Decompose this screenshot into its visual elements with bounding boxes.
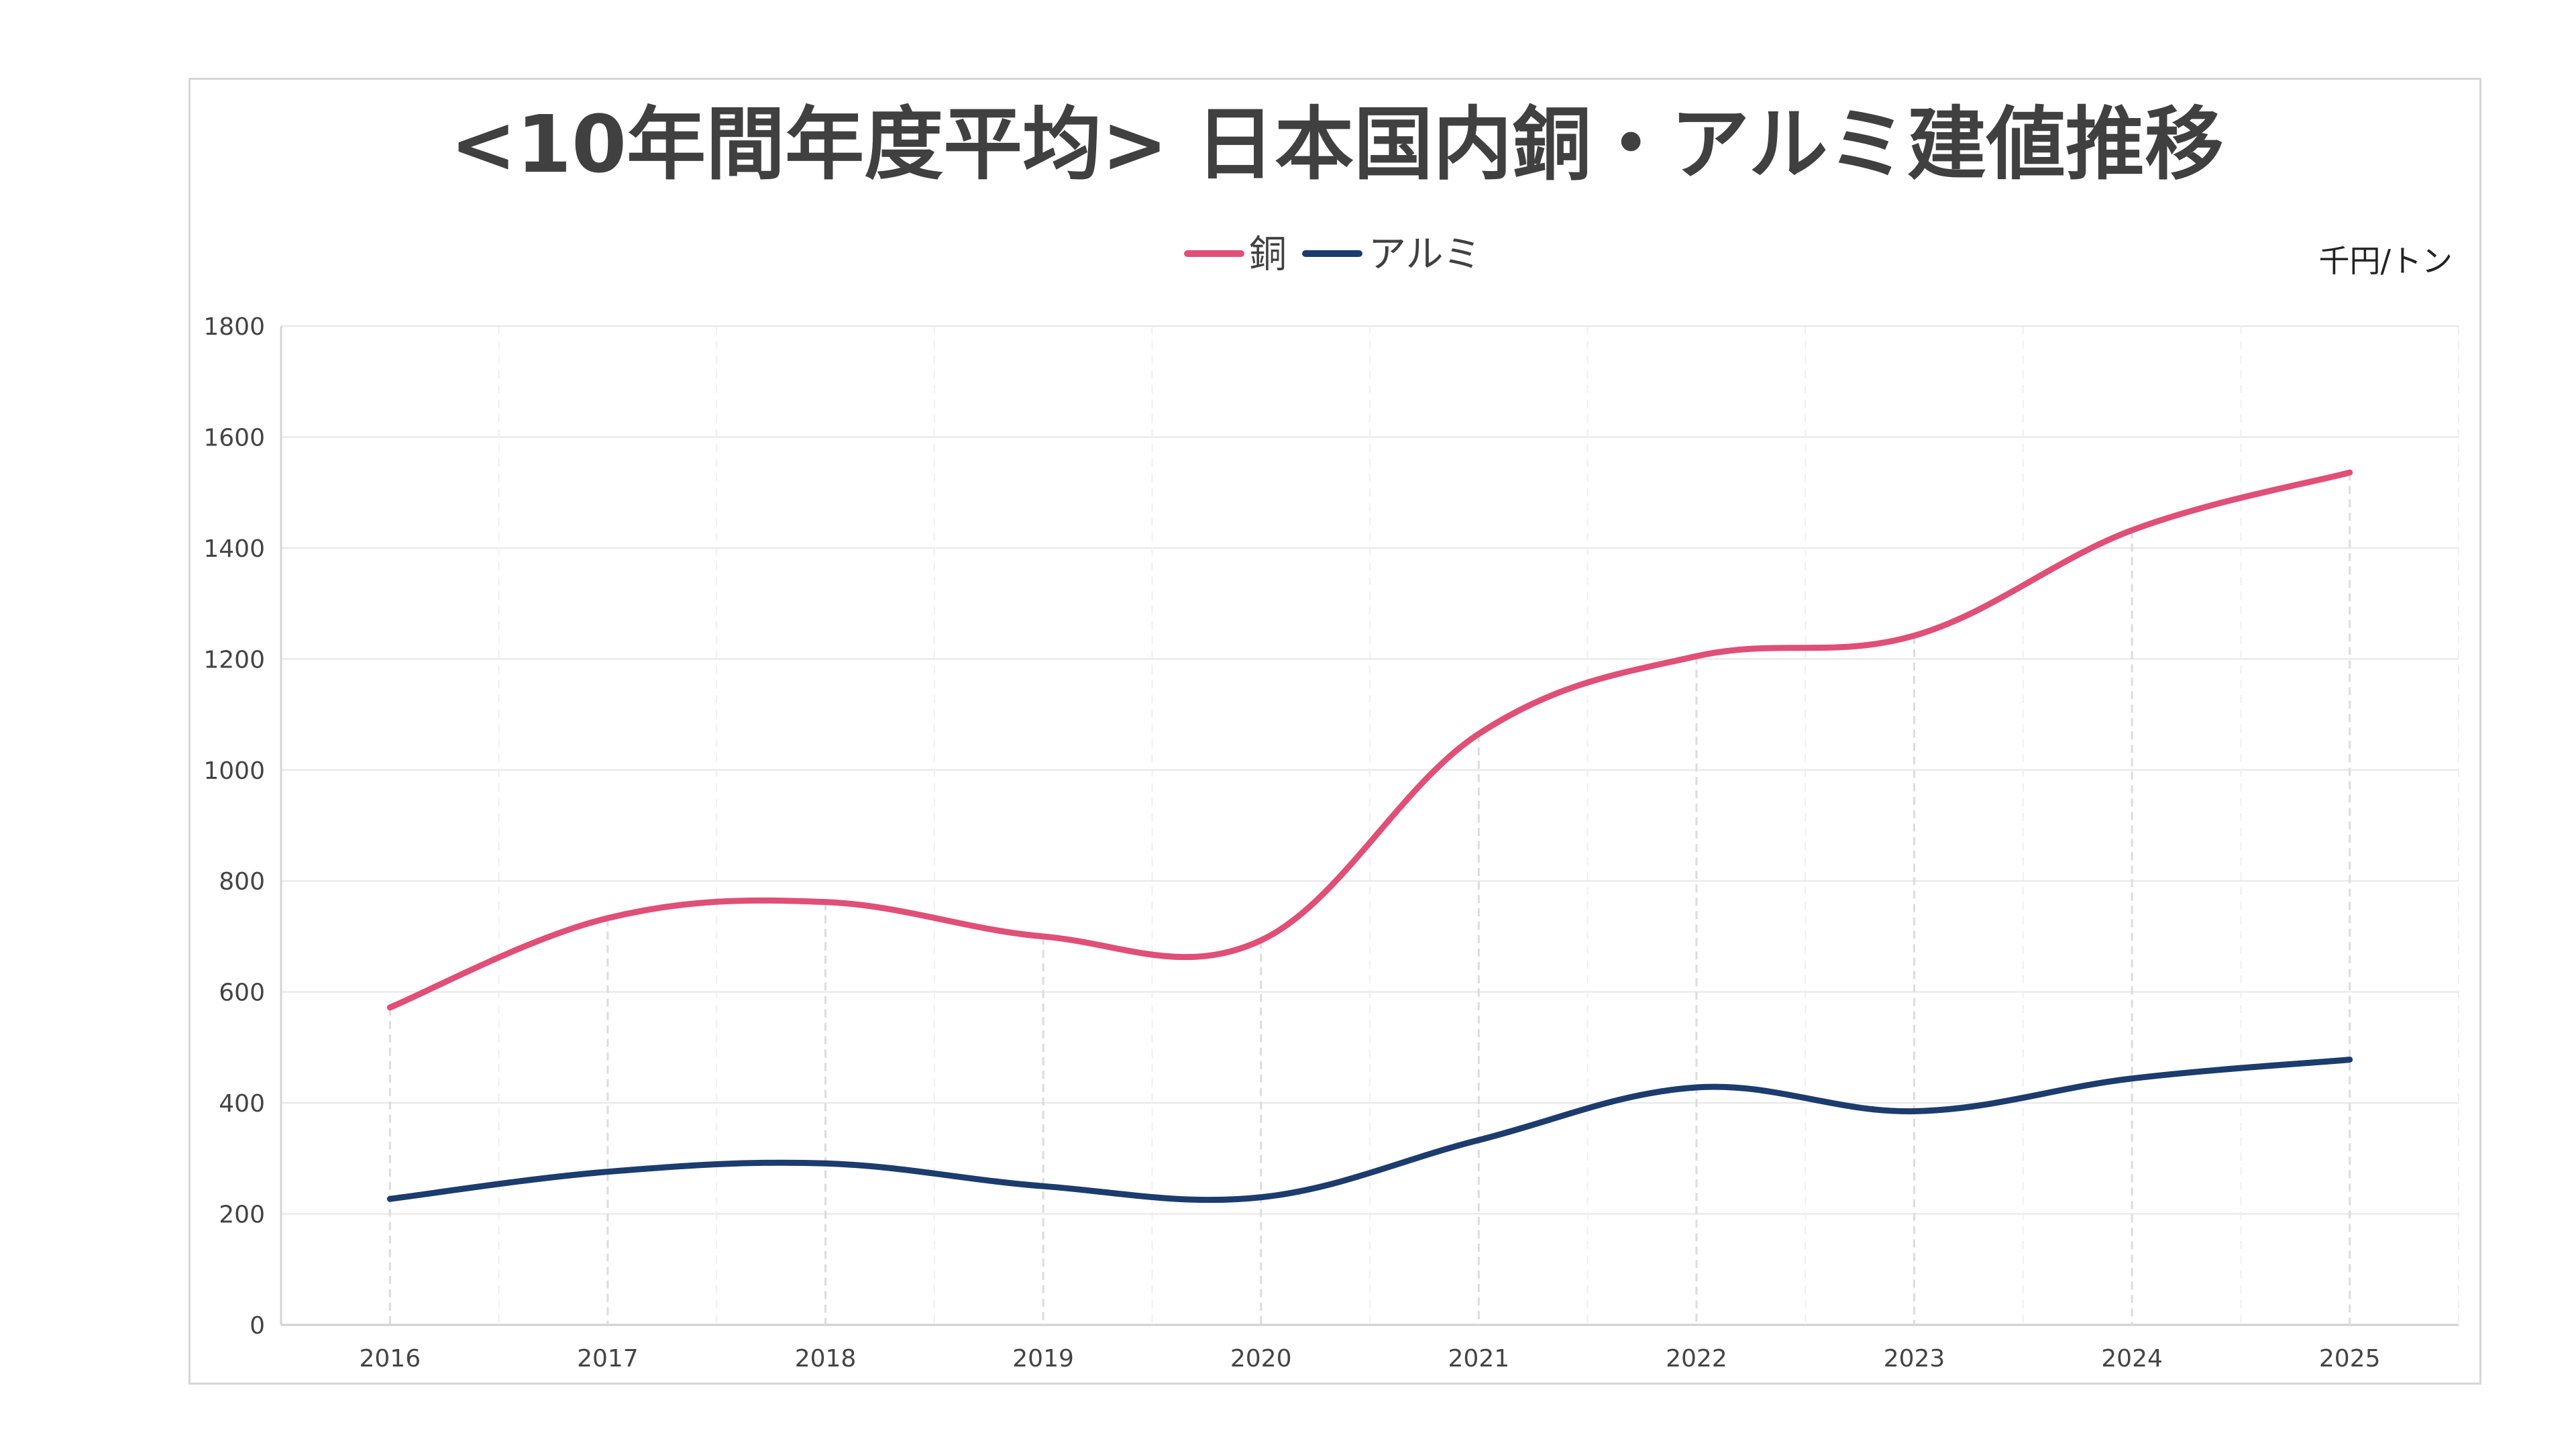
data-point[interactable] <box>1911 1108 1917 1114</box>
legend-item-aluminum[interactable]: アルミ <box>1302 233 1481 276</box>
chart-frame <box>189 78 2481 1385</box>
chart-title: <10年間年度平均> 日本国内銅・アルミ建値推移 <box>450 98 2224 191</box>
data-point[interactable] <box>1476 1137 1482 1143</box>
x-tick-label: 2021 <box>1448 1345 1509 1373</box>
data-point[interactable] <box>2129 527 2135 533</box>
y-tick-label: 1200 <box>203 646 265 674</box>
data-point[interactable] <box>604 1169 610 1175</box>
data-point[interactable] <box>2347 470 2353 476</box>
x-tick-label: 2020 <box>1230 1345 1292 1373</box>
data-point[interactable] <box>1693 1084 1699 1090</box>
grid <box>280 325 2459 1326</box>
data-point[interactable] <box>1258 1194 1264 1200</box>
x-tick-label: 2022 <box>1666 1345 1727 1373</box>
series-line-aluminum <box>386 1057 2353 1203</box>
data-point[interactable] <box>2129 1075 2135 1081</box>
legend-label-aluminum: アルミ <box>1368 233 1481 276</box>
data-point[interactable] <box>1040 933 1046 939</box>
y-tick-label: 800 <box>219 868 265 896</box>
data-point[interactable] <box>1693 653 1699 659</box>
legend-item-copper[interactable]: 銅 <box>1184 233 1287 276</box>
y-tick-label: 200 <box>219 1201 265 1229</box>
y-tick-label: 0 <box>250 1312 265 1340</box>
x-tick-label: 2023 <box>1884 1345 1945 1373</box>
data-point[interactable] <box>387 1004 393 1010</box>
legend: 銅 アルミ <box>1184 233 1481 276</box>
data-point[interactable] <box>604 915 610 921</box>
axes: 0 200 400 600 800 1000 1200 1400 1600 1800 2016 201… <box>203 313 2380 1373</box>
legend-label-copper: 銅 <box>1249 233 1287 276</box>
data-point[interactable] <box>1258 937 1264 943</box>
data-point[interactable] <box>1476 731 1482 737</box>
y-tick-label: 600 <box>219 979 265 1007</box>
x-tick-label: 2017 <box>577 1345 639 1373</box>
y-tick-label: 400 <box>219 1090 265 1118</box>
data-point[interactable] <box>822 1161 828 1167</box>
x-tick-label: 2016 <box>359 1345 421 1373</box>
series-line-copper <box>386 469 2353 1011</box>
x-tick-label: 2019 <box>1012 1345 1074 1373</box>
y-tick-label: 1600 <box>203 424 265 451</box>
data-point[interactable] <box>2347 1057 2353 1063</box>
x-tick-label: 2018 <box>795 1345 857 1373</box>
y-tick-label: 1000 <box>203 757 265 785</box>
data-point[interactable] <box>1911 633 1917 639</box>
y-tick-label: 1800 <box>203 313 265 341</box>
y-tick-label: 1400 <box>203 535 265 563</box>
data-point[interactable] <box>387 1196 393 1202</box>
data-point[interactable] <box>1040 1183 1046 1189</box>
unit-label: 千円/トン <box>2319 243 2453 279</box>
series-layer <box>386 469 2353 1203</box>
x-tick-label: 2024 <box>2101 1345 2163 1373</box>
x-tick-label: 2025 <box>2319 1345 2381 1373</box>
data-point[interactable] <box>822 899 828 905</box>
